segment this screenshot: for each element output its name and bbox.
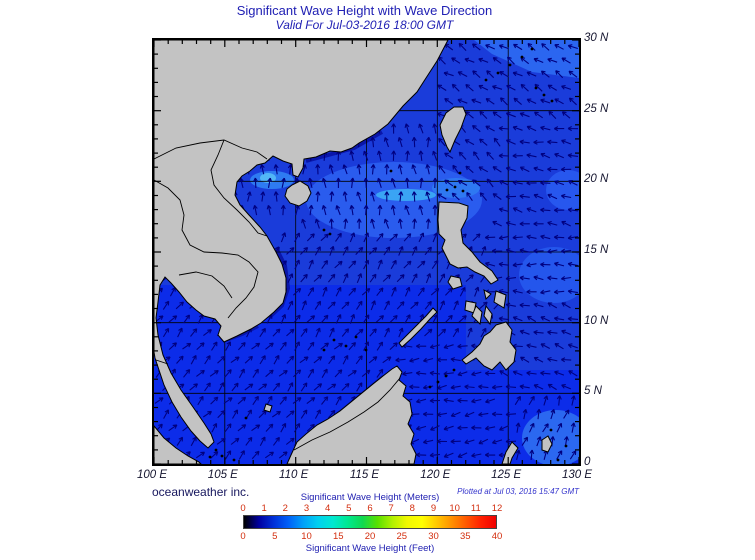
credit-text: oceanweather inc. bbox=[152, 485, 250, 499]
colorbar-tick: 1 bbox=[261, 503, 267, 514]
colorbar-tick: 10 bbox=[301, 531, 312, 542]
lon-tick-label: 120 E bbox=[420, 469, 451, 481]
colorbar-tick: 20 bbox=[364, 531, 376, 542]
colorbar-tick: 8 bbox=[409, 503, 415, 514]
lon-tick-label: 110 E bbox=[279, 469, 309, 481]
colorbar-title-feet: Significant Wave Height (Feet) bbox=[305, 543, 435, 554]
colorbar-tick: 3 bbox=[303, 503, 310, 514]
map-plot bbox=[154, 40, 579, 464]
colorbar-tick: 6 bbox=[367, 503, 373, 514]
chart-subtitle: Valid For Jul-03-2016 18:00 GMT bbox=[275, 18, 454, 32]
colorbar-tick: 12 bbox=[491, 503, 503, 514]
colorbar-tick: 11 bbox=[470, 503, 481, 514]
lat-tick-label: 5 N bbox=[584, 385, 602, 398]
lat-tick-label: 20 N bbox=[584, 173, 609, 186]
lat-tick-label: 10 N bbox=[584, 314, 609, 327]
colorbar-tick: 9 bbox=[430, 503, 437, 514]
colorbar-tick: 0 bbox=[240, 531, 246, 542]
plotted-timestamp: Plotted at Jul 03, 2016 15:47 GMT bbox=[457, 487, 579, 496]
lon-tick-label: 115 E bbox=[349, 469, 380, 481]
lon-tick-label: 105 E bbox=[207, 469, 238, 481]
colorbar-tick: 7 bbox=[388, 503, 394, 514]
lat-tick-label: 15 N bbox=[584, 244, 609, 256]
colorbar-tick: 4 bbox=[325, 503, 331, 514]
colorbar-tick: 40 bbox=[491, 531, 503, 542]
lon-tick-label: 125 E bbox=[491, 469, 522, 481]
colorbar-tick: 0 bbox=[240, 503, 246, 514]
map-plot-frame bbox=[152, 38, 581, 466]
lon-tick-label: 130 E bbox=[561, 469, 593, 481]
colorbar-tick: 5 bbox=[272, 531, 278, 542]
colorbar-gradient bbox=[243, 515, 497, 529]
colorbar-title-meters: Significant Wave Height (Meters) bbox=[300, 492, 440, 503]
lon-tick-label: 100 E bbox=[136, 469, 168, 481]
lat-tick-label: 0 bbox=[584, 456, 591, 469]
colorbar-tick: 10 bbox=[449, 503, 460, 514]
colorbar-tick: 30 bbox=[428, 531, 439, 542]
colorbar-tick: 5 bbox=[346, 503, 352, 514]
lat-tick-label: 25 N bbox=[584, 102, 609, 115]
colorbar-tick: 2 bbox=[282, 503, 288, 514]
colorbar-tick: 15 bbox=[332, 531, 344, 542]
chart-title: Significant Wave Height with Wave Direct… bbox=[236, 3, 493, 18]
lat-tick-label: 30 N bbox=[584, 32, 609, 44]
colorbar-tick: 35 bbox=[459, 531, 471, 542]
colorbar-tick: 25 bbox=[396, 531, 408, 542]
